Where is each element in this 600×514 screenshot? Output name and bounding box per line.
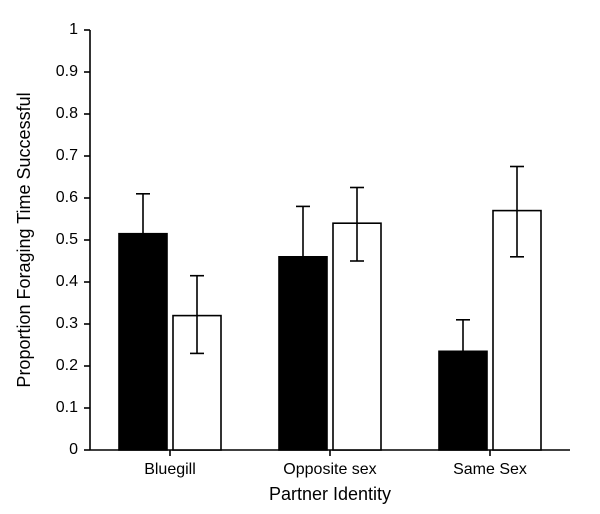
y-tick-label: 0.5 (56, 231, 78, 248)
chart-svg: 0 0.1 0.2 0.3 0.4 0.5 0.6 0.7 0.8 0.9 1 Bluegill Opp… (0, 0, 600, 514)
y-tick-label: 0.7 (56, 147, 78, 164)
y-tick-label: 0.6 (56, 189, 78, 206)
foraging-success-chart: 0 0.1 0.2 0.3 0.4 0.5 0.6 0.7 0.8 0.9 1 Bluegill Opp… (0, 0, 600, 514)
x-tick-label: Same Sex (453, 461, 527, 478)
y-tick-label: 0 (69, 441, 78, 458)
y-tick-label: 1 (69, 21, 78, 38)
y-axis-label: Proportion Foraging Time Successful (14, 92, 34, 387)
x-tick-label: Bluegill (144, 461, 196, 478)
y-tick-label: 0.1 (56, 399, 78, 416)
x-tick-label: Opposite sex (283, 461, 376, 478)
y-tick-label: 0.9 (56, 63, 78, 80)
y-tick-label: 0.2 (56, 357, 78, 374)
y-tick-label: 0.4 (56, 273, 78, 290)
y-tick-label: 0.8 (56, 105, 78, 122)
y-tick-label: 0.3 (56, 315, 78, 332)
x-axis-label: Partner Identity (269, 484, 391, 504)
